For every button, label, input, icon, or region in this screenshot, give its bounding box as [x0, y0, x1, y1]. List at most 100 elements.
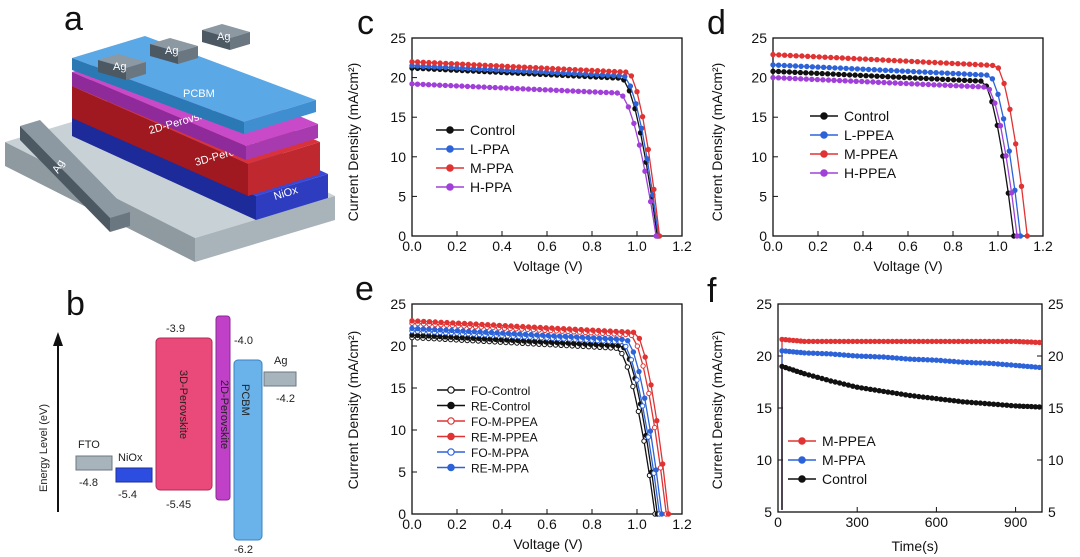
- data-point-h-ppa: [536, 86, 543, 93]
- chart-e-ytick-label: 15: [390, 380, 406, 396]
- data-point-h-ppa: [548, 87, 554, 93]
- data-point-re-m-ppea: [496, 322, 503, 329]
- data-point-m-ppea: [920, 338, 926, 345]
- data-point-re-m-ppea: [450, 320, 456, 326]
- data-point-control: [852, 72, 858, 78]
- data-point-m-ppa: [651, 186, 657, 193]
- data-point-l-ppea: [832, 65, 838, 71]
- chart-e-xtick-label: 1.0: [627, 516, 647, 532]
- data-point-m-ppea: [801, 338, 808, 345]
- data-point-m-ppea: [937, 60, 944, 66]
- data-point-h-ppea: [814, 76, 821, 83]
- data-point-control: [832, 379, 838, 385]
- data-point-control: [1004, 402, 1010, 408]
- data-point-re-m-ppa: [409, 325, 415, 332]
- data-point-re-m-ppea: [555, 325, 561, 332]
- data-point-m-ppa: [448, 61, 455, 67]
- data-point-m-ppea: [1008, 338, 1014, 345]
- data-point-re-m-ppea: [642, 354, 648, 360]
- perovskite-2d-block: [215, 315, 231, 501]
- chart-c-xtick-label: 0.2: [447, 238, 467, 254]
- data-point-control: [828, 378, 834, 384]
- data-point-fo-m-ppa: [634, 377, 640, 383]
- data-point-re-m-ppea: [432, 319, 438, 325]
- data-point-m-ppa: [841, 352, 847, 358]
- series-line-control: [781, 365, 1040, 510]
- data-point-control: [792, 69, 798, 76]
- data-point-re-m-ppa: [573, 334, 580, 340]
- data-point-l-ppea: [950, 70, 956, 77]
- data-point-m-ppa: [867, 353, 874, 360]
- chart-f-xtick-label: 600: [925, 514, 949, 530]
- data-point-m-ppa: [606, 68, 612, 75]
- data-point-m-ppea: [828, 338, 834, 345]
- data-point-m-ppa: [990, 360, 997, 367]
- ag-electrode-side: Ag: [20, 120, 130, 232]
- chart-f-ylabel: Current Density (mA/cm²): [709, 331, 725, 490]
- data-point-m-ppa: [431, 60, 438, 66]
- data-point-m-ppa: [611, 68, 618, 75]
- data-point-m-ppa: [920, 356, 926, 363]
- data-point-m-ppea: [858, 338, 865, 345]
- data-point-m-ppea: [894, 338, 900, 345]
- chart-d-xtick-label: 0.2: [808, 238, 828, 254]
- data-point-m-ppa: [634, 89, 640, 95]
- chart-c-ytick-label: 0: [398, 228, 406, 244]
- data-point-re-m-ppea: [630, 329, 637, 335]
- data-point-control: [857, 72, 864, 79]
- data-point-m-ppea: [964, 338, 970, 345]
- data-point-l-ppea: [781, 62, 787, 69]
- data-point-m-ppa: [916, 356, 922, 363]
- data-point-re-m-ppa: [545, 332, 551, 339]
- data-point-l-ppea: [910, 68, 917, 75]
- data-point-l-ppea: [905, 68, 911, 75]
- device-schematic: NiOx 3D-Perovskite 2D-Perovskite PCBM Ag…: [5, 24, 335, 262]
- data-point-re-m-ppa: [534, 332, 540, 338]
- data-point-h-ppea: [931, 82, 937, 88]
- data-point-h-ppa: [437, 82, 443, 88]
- chart-d-xtick-label: 0.4: [853, 238, 873, 254]
- data-point-m-ppea: [832, 338, 838, 345]
- data-point-control: [879, 73, 886, 80]
- perovskite-2d-cb: -4.0: [234, 335, 253, 347]
- data-point-m-ppa: [538, 65, 545, 71]
- data-point-control: [806, 372, 812, 378]
- data-point-h-ppa: [570, 88, 576, 94]
- data-point-fo-m-ppea: [634, 343, 641, 349]
- legend-label-fo-m-ppa: FO-M-PPA: [471, 446, 529, 460]
- chart-c-xtick-label: 1.0: [627, 238, 647, 254]
- data-point-control: [942, 397, 948, 403]
- data-point-control: [995, 401, 1001, 408]
- data-point-m-ppa: [566, 66, 573, 73]
- data-point-re-m-ppa: [625, 338, 631, 344]
- data-point-m-ppea: [819, 338, 825, 345]
- data-point-m-ppa: [527, 64, 533, 71]
- chart-d-ytick-label: 10: [751, 149, 767, 165]
- data-point-h-ppa: [520, 86, 526, 92]
- data-point-control: [863, 73, 869, 79]
- data-point-m-ppea: [914, 59, 921, 65]
- data-point-control: [872, 387, 878, 393]
- data-point-m-ppa: [426, 59, 432, 66]
- substrate-right: [195, 196, 335, 262]
- data-point-h-ppa: [531, 86, 537, 93]
- data-point-m-ppea: [872, 338, 878, 345]
- data-point-control: [885, 74, 891, 80]
- data-point-m-ppa: [414, 59, 421, 65]
- data-point-re-m-ppea: [654, 418, 660, 424]
- data-point-h-ppea: [986, 86, 993, 93]
- data-point-h-ppea: [864, 79, 870, 85]
- data-point-m-ppa: [894, 355, 900, 361]
- data-point-m-ppea: [984, 62, 990, 68]
- data-point-control: [819, 70, 825, 77]
- data-point-re-m-ppa: [420, 326, 427, 332]
- data-point-m-ppea: [876, 338, 882, 345]
- data-point-control: [885, 389, 891, 395]
- data-point-m-ppea: [961, 61, 967, 67]
- data-point-m-ppea: [1018, 183, 1025, 190]
- data-point-h-ppea: [942, 82, 948, 88]
- data-point-l-ppea: [809, 64, 816, 70]
- data-point-m-ppa: [995, 361, 1001, 367]
- chart-e-xtick-label: 0.8: [582, 516, 602, 532]
